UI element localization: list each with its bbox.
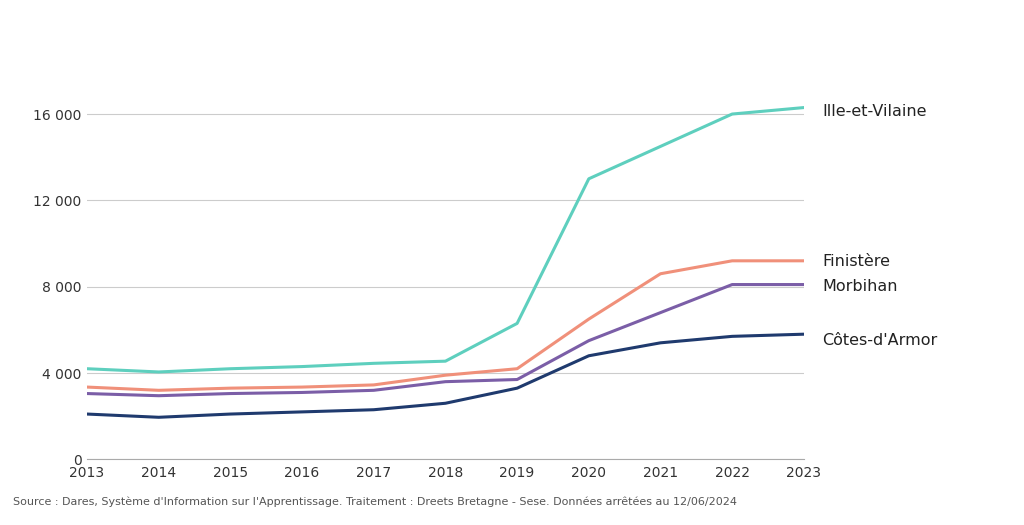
Text: Morbihan: Morbihan <box>822 279 898 294</box>
Text: Source : Dares, Système d'Information sur l'Apprentissage. Traitement : Dreets B: Source : Dares, Système d'Information su… <box>13 496 737 507</box>
Text: Ille-et-Vilaine: Ille-et-Vilaine <box>822 104 927 119</box>
Text: Côtes-d'Armor: Côtes-d'Armor <box>822 333 938 349</box>
Text: Finistère: Finistère <box>822 254 890 269</box>
Text: La hausse du nombre de nouveaux contrats d'apprentissage a fortement ralenti en : La hausse du nombre de nouveaux contrats… <box>13 21 885 39</box>
